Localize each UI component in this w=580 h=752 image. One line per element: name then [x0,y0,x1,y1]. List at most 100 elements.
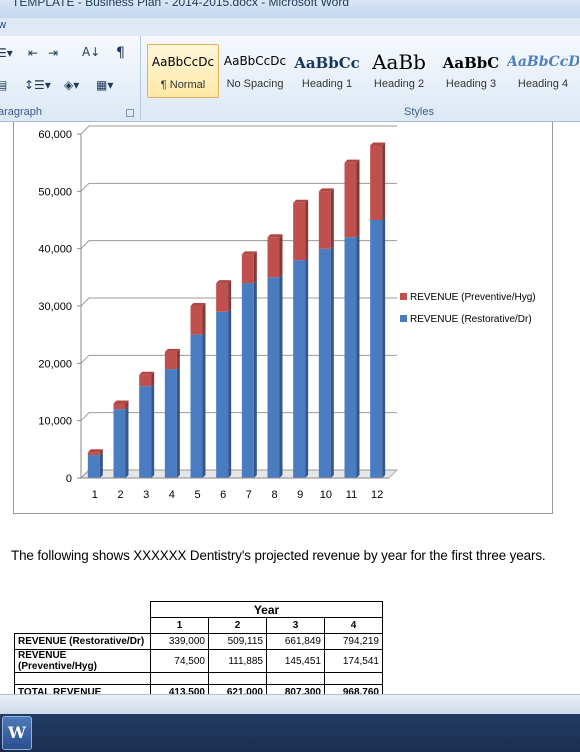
style-preview: AaBbCcD [507,54,579,70]
bar-preventive [164,351,177,370]
bar-preventive [267,237,280,278]
year-column-header: 1 [150,617,209,634]
style-heading-3[interactable]: AaBbC Heading 3 [435,44,507,98]
bar-restorative [164,369,177,478]
legend-entry: REVENUE (Preventive/Hyg) [410,292,536,303]
document-area[interactable]: 0 10,000 20,000 30,000 40,000 50,000 60,000 1 2 3… [0,122,580,694]
year-column-header: 2 [208,617,267,634]
gridline [80,125,397,135]
x-tick-label: 5 [194,489,200,501]
legend-swatch [400,293,407,300]
table-cell: 111,885 [208,649,267,673]
bar-side [305,257,309,478]
year-column-header: 3 [266,617,325,634]
justify-icon[interactable]: ▤ [0,78,8,92]
bar-side [279,274,283,478]
bar-top [293,199,309,203]
style-normal[interactable]: AaBbCcDc ¶ Normal [147,44,219,98]
table-cell [150,672,209,685]
style-heading-1[interactable]: AaBbCc Heading 1 [291,44,363,98]
style-name: Heading 3 [445,78,497,90]
bar-top [190,303,206,306]
bar-preventive [190,306,203,335]
style-no-spacing[interactable]: AaBbCcDc No Spacing [219,44,291,98]
x-tick-label: 10 [320,489,332,501]
y-tick-label: 40,000 [38,244,72,256]
bullets-icon[interactable]: ☰▾ [0,46,13,60]
pilcrow-icon[interactable]: ¶ [116,45,125,61]
style-heading-2[interactable]: AaBb Heading 2 [363,44,435,98]
table-cell: 174,541 [324,649,383,673]
shading-icon[interactable]: ◈▾ [64,78,80,92]
bar-restorative [344,237,357,478]
bar-top [370,142,386,146]
x-tick-label: 7 [246,489,252,501]
bar-restorative [190,334,203,478]
intro-paragraph: The following shows XXXXXX Dentistry's p… [11,548,546,563]
bar-side [176,366,180,478]
style-preview: AaBb [372,50,426,74]
paragraph-group-label: aragraph [0,106,43,118]
x-tick-label: 4 [169,489,175,501]
table-cell [208,672,267,685]
style-name: ¶ Normal [160,79,206,91]
y-tick-label: 30,000 [38,301,72,313]
bar-restorative [87,455,100,478]
line-spacing-icon[interactable]: ↕☰▾ [24,78,51,92]
bar-restorative [318,248,331,478]
x-tick-label: 9 [297,489,303,501]
bar-side [228,308,232,478]
dialog-launcher-icon[interactable] [126,109,134,117]
row-label: REVENUE (Restorative/Dr) [14,633,151,650]
window-title: TEMPLATE - Business Plan - 2014-2015.doc… [12,0,350,9]
tab-view[interactable]: ew [0,19,7,31]
styles-group-label: Styles [404,106,434,118]
total-cell: 807,300 [266,684,325,694]
group-divider [140,36,141,120]
bar-side [125,400,129,410]
bar-side [253,251,257,284]
bar-side [382,217,386,478]
table-row: REVENUE (Preventive/Hyg) 74,500 111,885 145… [14,649,383,673]
table-cell: 74,500 [150,649,209,673]
y-tick-label: 0 [66,473,72,485]
row-label [14,672,151,685]
bar-restorative [241,283,254,478]
bar-top [318,188,334,192]
legend-entry: REVENUE (Restorative/Dr) [410,314,532,325]
bar-top [139,371,155,375]
sort-icon[interactable]: A↓ [82,45,101,59]
word-taskbar-button[interactable]: W [2,716,32,750]
table-cell: 661,849 [266,633,325,650]
title-bar: TEMPLATE - Business Plan - 2014-2015.doc… [0,0,580,18]
total-cell: 968,760 [324,684,383,694]
bar-side [125,406,129,478]
ribbon: ☰▾ ⇤ ⇥ A↓ ¶ ▤ ↕☰▾ ◈▾ ▦▾ aragraph AaBbCcD… [0,36,580,122]
bar-preventive [293,202,306,261]
style-heading-4[interactable]: AaBbCcD Heading 4 [507,44,579,98]
table-row: Year [15,601,383,618]
table-cell: 509,115 [208,633,267,650]
table-corner [15,602,151,618]
bar-side [356,234,360,478]
bar-side [330,188,334,249]
style-preview: AaBbCc [294,54,360,72]
decrease-indent-icon[interactable]: ⇤ [28,46,39,60]
table-cell [266,672,325,685]
y-tick-label: 60,000 [38,129,72,141]
y-tick-label: 10,000 [38,416,72,428]
bar-preventive [139,374,152,387]
style-name: Heading 1 [301,78,353,90]
bar-side [176,348,180,370]
table-row: REVENUE (Restorative/Dr) 339,000 509,115 66… [14,633,383,650]
x-tick-label: 12 [371,489,383,501]
increase-indent-icon[interactable]: ⇥ [48,46,59,60]
bar-restorative [139,386,152,478]
bar-side [356,159,360,238]
borders-icon[interactable]: ▦▾ [96,78,114,92]
bar-top [164,348,180,352]
bar-restorative [216,311,229,478]
bar-side [151,371,155,387]
bar-side [151,383,155,478]
revenue-chart[interactable]: 0 10,000 20,000 30,000 40,000 50,000 60,000 1 2 3… [13,122,553,514]
